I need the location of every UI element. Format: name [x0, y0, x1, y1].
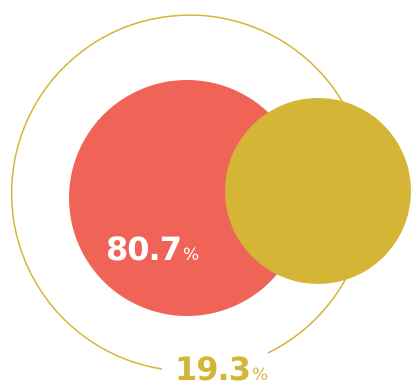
main-share-unit: %: [183, 245, 199, 265]
minor-share-label: 19.3%: [175, 350, 268, 383]
main-share-label: 80.7%: [106, 230, 199, 268]
minor-share-circle: [225, 98, 411, 284]
minor-share-unit: %: [252, 365, 268, 383]
minor-share-value: 19.3: [175, 350, 250, 383]
main-share-value: 80.7: [106, 230, 181, 268]
